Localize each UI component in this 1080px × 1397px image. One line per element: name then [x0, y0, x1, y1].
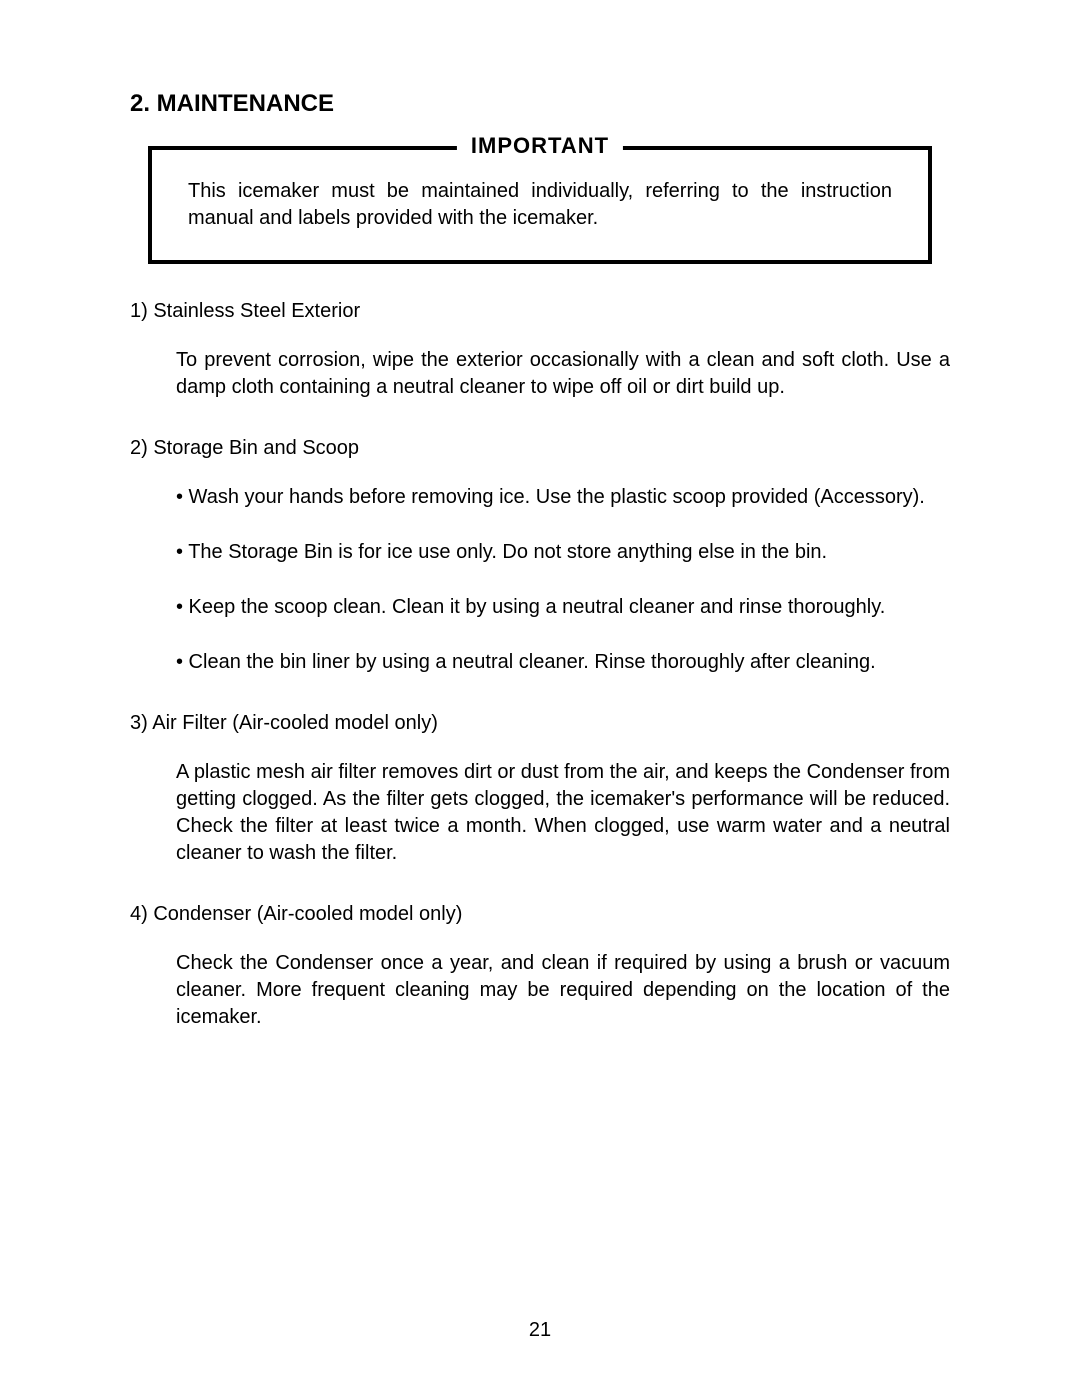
item-1-heading: 1) Stainless Steel Exterior	[130, 300, 950, 323]
important-body-text: This icemaker must be maintained individ…	[188, 178, 892, 232]
item-1-body: To prevent corrosion, wipe the exterior …	[176, 347, 950, 401]
item-4-body: Check the Condenser once a year, and cle…	[176, 950, 950, 1031]
page-number: 21	[0, 1319, 1080, 1342]
important-legend: IMPORTANT	[457, 133, 623, 159]
item-2-bullet: • The Storage Bin is for ice use only. D…	[176, 539, 950, 566]
item-2-bullet: • Wash your hands before removing ice. U…	[176, 484, 950, 511]
item-2-bullet: • Keep the scoop clean. Clean it by usin…	[176, 594, 950, 621]
section-title: 2. MAINTENANCE	[130, 90, 950, 118]
item-2-bullets: • Wash your hands before removing ice. U…	[176, 484, 950, 676]
item-4-heading: 4) Condenser (Air-cooled model only)	[130, 903, 950, 926]
document-page: 2. MAINTENANCE IMPORTANT This icemaker m…	[0, 0, 1080, 1397]
item-2-heading: 2) Storage Bin and Scoop	[130, 437, 950, 460]
item-3-heading: 3) Air Filter (Air-cooled model only)	[130, 712, 950, 735]
item-3-body: A plastic mesh air filter removes dirt o…	[176, 759, 950, 867]
important-callout: IMPORTANT This icemaker must be maintain…	[148, 146, 932, 264]
item-2-bullet: • Clean the bin liner by using a neutral…	[176, 649, 950, 676]
